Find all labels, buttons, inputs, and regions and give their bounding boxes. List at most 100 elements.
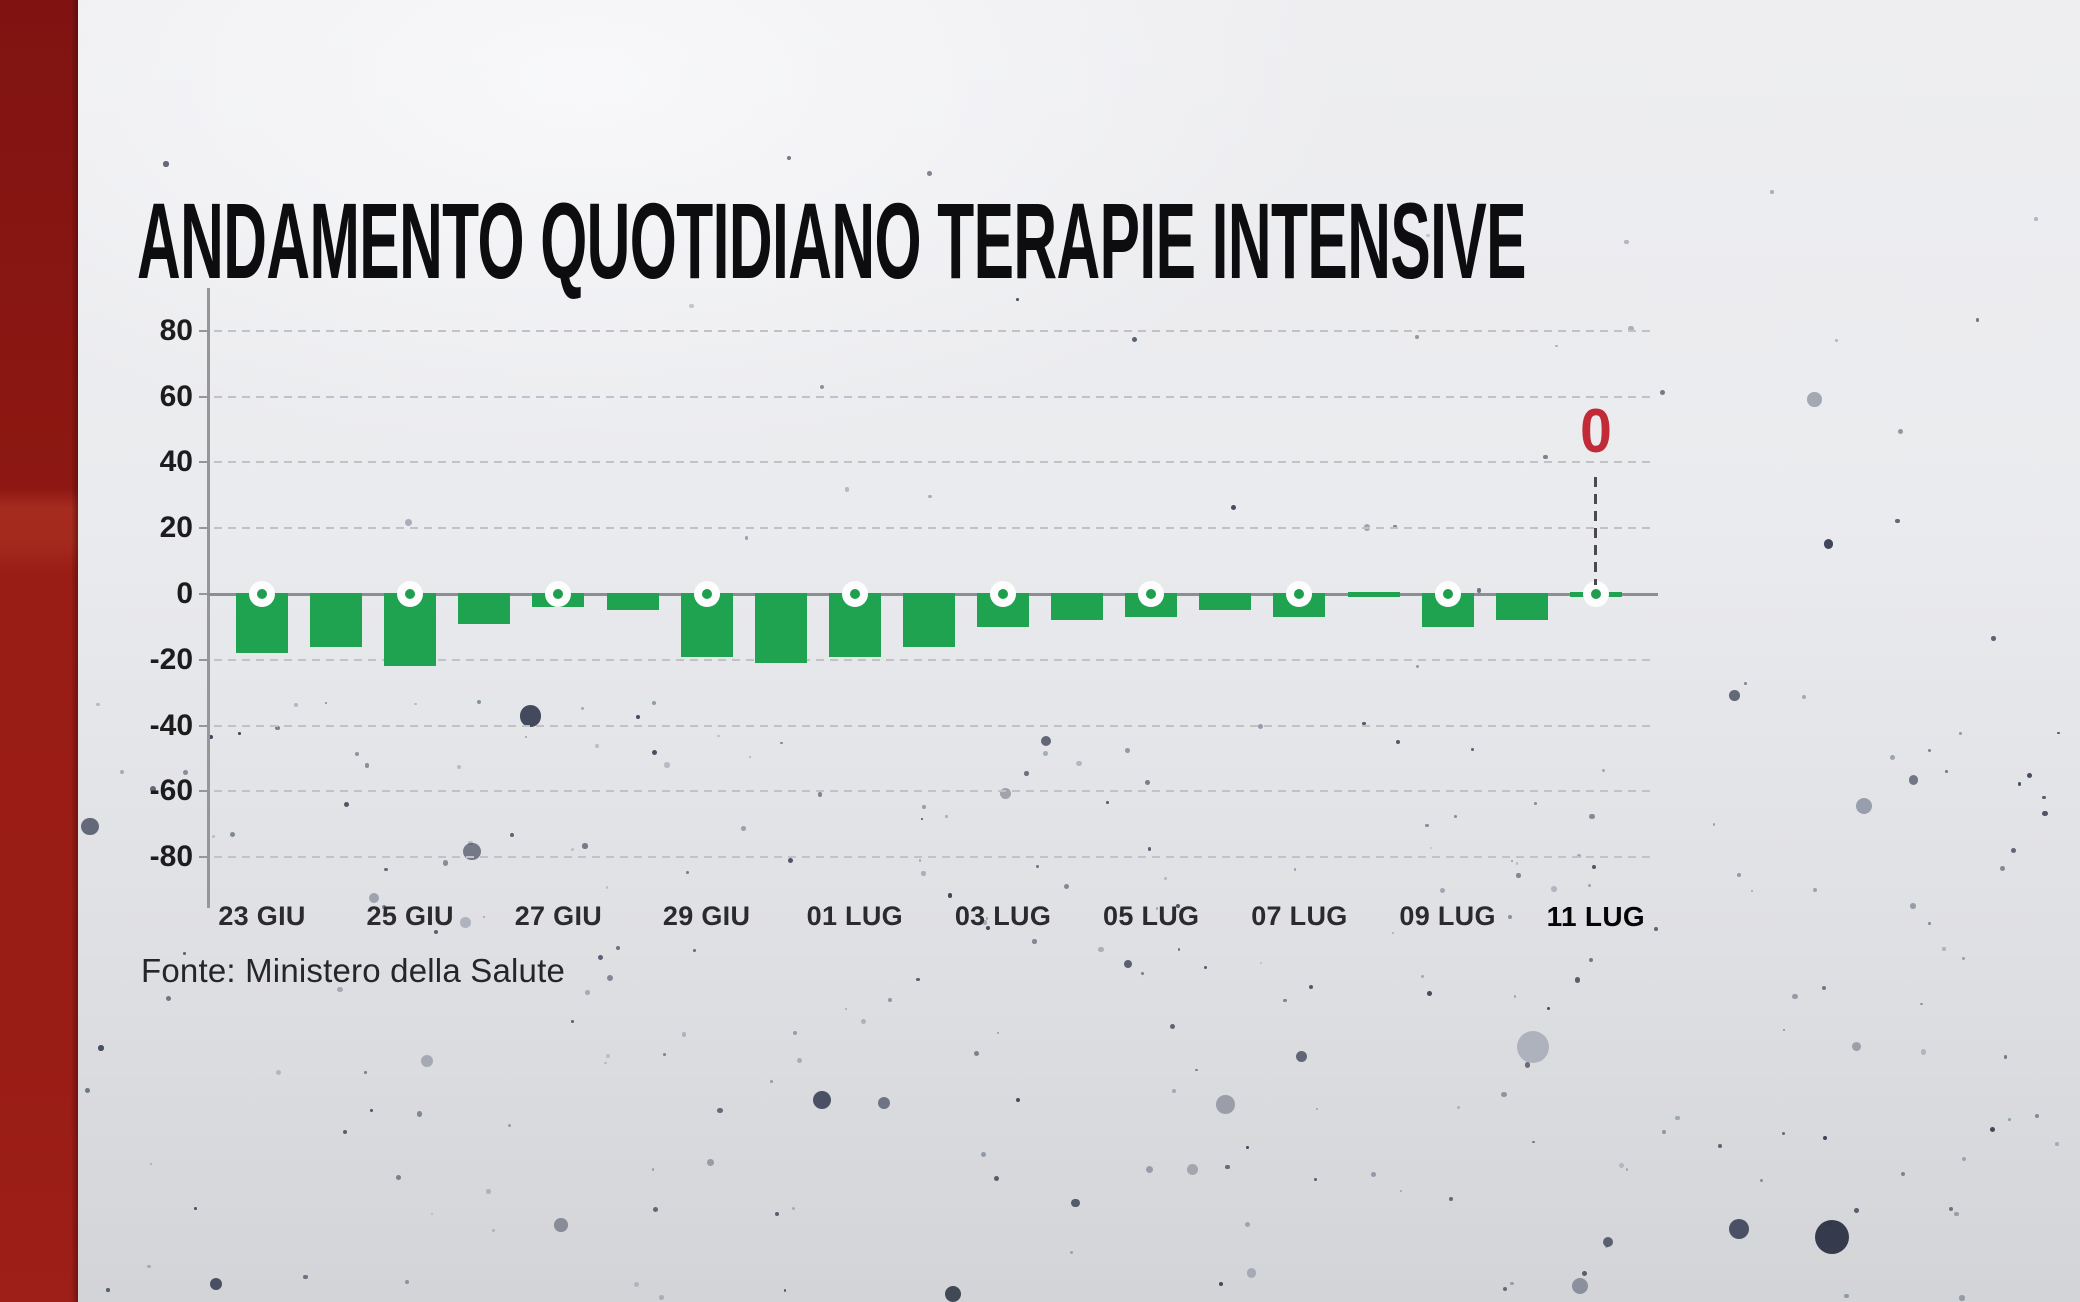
speckle-dot: [1524, 1062, 1530, 1068]
speckle-dot: [1144, 779, 1150, 785]
speckle-dot: [1851, 1041, 1861, 1051]
speckle-dot: [1618, 1163, 1624, 1168]
speckle-dot: [519, 705, 542, 727]
speckle-dot: [2008, 1117, 2011, 1121]
gridline--40: [214, 724, 1652, 727]
speckle-dot: [2057, 731, 2060, 735]
speckle-dot: [421, 1055, 433, 1067]
speckle-dot: [717, 1107, 723, 1113]
speckle-dot: [707, 1159, 714, 1167]
y-tick-label: -60: [149, 774, 193, 808]
y-tick-mark: [199, 593, 208, 595]
speckle-dot: [1427, 990, 1432, 996]
speckle-dot: [303, 1274, 308, 1280]
gridline-20: [214, 527, 1652, 530]
speckle-dot: [1283, 998, 1287, 1003]
speckle-dot: [343, 801, 349, 807]
speckle-dot: [748, 756, 752, 759]
speckle-dot: [1147, 847, 1152, 851]
speckle-dot: [1371, 1172, 1377, 1178]
speckle-dot: [2042, 810, 2048, 817]
speckle-dot: [1551, 886, 1557, 892]
speckle-dot: [1513, 995, 1517, 998]
speckle-dot: [147, 1265, 151, 1269]
chart-title: ANDAMENTO QUOTIDIANO TERAPIE INTENSIVE: [137, 180, 1526, 301]
y-tick-label: 60: [159, 379, 193, 413]
speckle-dot: [2003, 1055, 2007, 1059]
speckle-dot: [81, 817, 99, 836]
speckle-dot: [381, 904, 387, 909]
speckle-dot: [150, 1162, 153, 1165]
speckle-dot: [1429, 846, 1432, 850]
speckle-dot: [920, 817, 923, 820]
y-tick-label: -80: [149, 840, 193, 874]
speckle-dot: [1036, 865, 1040, 869]
speckle-dot: [606, 1054, 610, 1058]
speckle-dot: [1260, 961, 1263, 965]
speckle-dot: [916, 977, 920, 982]
y-tick-label: 20: [159, 511, 193, 545]
speckle-dot: [1744, 681, 1747, 685]
speckle-dot: [986, 917, 989, 920]
speckle-dot: [1511, 859, 1514, 862]
speckle-dot: [342, 1130, 347, 1135]
bar-30-giu: [754, 592, 807, 664]
speckle-dot: [416, 1110, 423, 1117]
bar-26-giu: [458, 592, 511, 624]
speckle-dot: [364, 763, 370, 769]
bar-06-lug: [1199, 592, 1252, 611]
speckle-dot: [1517, 1031, 1549, 1063]
speckle-dot: [1770, 189, 1774, 194]
speckle-dot: [211, 834, 216, 839]
speckle-dot: [945, 1286, 961, 1302]
speckle-dot: [430, 1212, 433, 1216]
speckle-dot: [1591, 865, 1596, 870]
speckle-dot: [1737, 873, 1742, 878]
speckle-dot: [2035, 1114, 2040, 1119]
speckle-dot: [1532, 1140, 1535, 1144]
speckle-dot: [1000, 788, 1012, 799]
speckle-dot: [1076, 760, 1082, 766]
data-point-marker-25-giu: [397, 581, 424, 607]
bar-28-giu: [606, 592, 659, 611]
speckle-dot: [194, 1207, 197, 1210]
speckle-dot: [1760, 1178, 1763, 1182]
speckle-dot: [1959, 1295, 1965, 1301]
gridline--60: [214, 790, 1652, 793]
speckle-dot: [491, 1228, 496, 1233]
speckle-dot: [1501, 1091, 1507, 1098]
data-point-marker-23-giu: [249, 581, 275, 607]
speckle-dot: [570, 847, 575, 851]
speckle-dot: [653, 1207, 659, 1213]
x-tick-label: 09 LUG: [1399, 901, 1496, 931]
y-tick-mark: [199, 790, 208, 793]
speckle-dot: [689, 303, 694, 308]
speckle-dot: [1132, 336, 1138, 342]
speckle-dot: [230, 832, 236, 838]
speckle-dot: [797, 1057, 803, 1063]
speckle-dot: [570, 1020, 574, 1023]
speckle-dot: [1898, 428, 1904, 435]
speckle-dot: [651, 749, 658, 756]
speckle-dot: [605, 886, 609, 889]
speckle-dot: [1781, 1131, 1785, 1135]
y-tick-label: 80: [159, 313, 193, 347]
speckle-dot: [275, 1069, 281, 1075]
speckle-dot: [604, 1061, 607, 1065]
left-red-strip: [0, 0, 78, 1302]
speckle-dot: [294, 703, 299, 708]
x-tick-label: 03 LUG: [954, 901, 1052, 931]
speckle-dot: [460, 917, 471, 928]
speckle-dot: [1901, 1171, 1906, 1176]
speckle-dot: [325, 702, 328, 705]
speckle-dot: [1999, 865, 2005, 871]
speckle-dot: [1069, 1250, 1073, 1254]
speckle-dot: [405, 1279, 409, 1284]
speckle-dot: [98, 1045, 104, 1051]
x-tick-label: 11 LUG: [1546, 901, 1645, 932]
speckle-dot: [337, 986, 343, 993]
speckle-dot: [844, 487, 850, 492]
speckle-dot: [1169, 1023, 1176, 1029]
x-tick-label: 05 LUG: [1103, 901, 1200, 931]
speckle-dot: [1187, 1164, 1198, 1176]
